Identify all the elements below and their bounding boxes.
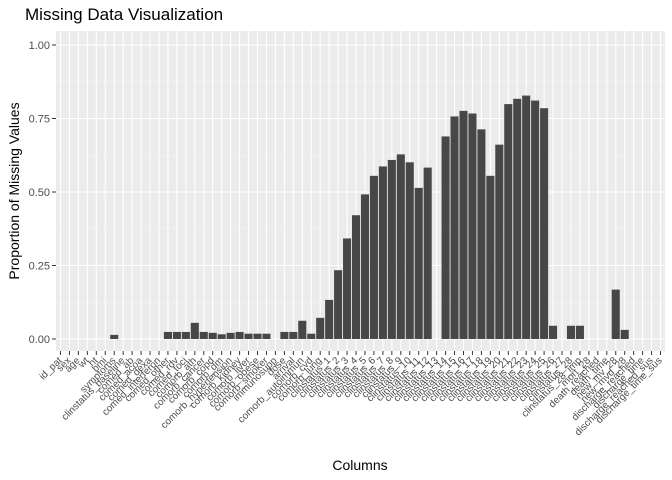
bar-clinstatus-25 <box>540 108 549 340</box>
bar-clinstatus-2 <box>334 270 343 339</box>
bar-dose <box>280 331 289 339</box>
bar-clinstatus-6 <box>369 175 378 339</box>
bar-comed-toci <box>181 331 190 339</box>
bar-clinstatus-7 <box>378 166 387 339</box>
bar-clinstatus-19 <box>486 175 495 339</box>
bar-new-mv-28 <box>611 289 620 339</box>
bar-clinstatus-22 <box>513 98 522 339</box>
bar-new-mvd-28 <box>620 329 629 339</box>
bar-comorb-hypertension <box>226 332 235 339</box>
bar-comorb-kidney <box>235 331 244 339</box>
grid-lines <box>56 31 665 351</box>
bar-clinstatus-1 <box>325 299 334 339</box>
bar-clinstatus-10 <box>405 162 414 339</box>
bar-comorb-lung <box>316 317 325 339</box>
y-tick-label: 0.00 <box>29 334 50 346</box>
y-tick-label: 0.50 <box>29 187 50 199</box>
bar-clinstatus-16 <box>459 110 468 339</box>
x-axis-title: Columns <box>332 457 387 473</box>
bar-clinstatus-24 <box>531 100 540 339</box>
bar-clinstatus-9 <box>396 154 405 339</box>
y-tick-label: 1.00 <box>29 40 50 52</box>
bar-comorb-liver <box>244 333 253 339</box>
bar-comorb-smoker <box>262 333 271 339</box>
bar-clinstatus-5 <box>360 194 370 339</box>
bar-clinstatus-4 <box>351 215 361 339</box>
bar-clinstatus-12 <box>423 167 432 339</box>
bar-comorb-autoimmun <box>298 320 307 339</box>
bar-arrival <box>289 331 298 339</box>
bar-comorb-obese <box>253 333 262 339</box>
bar-comorb-ath <box>190 322 199 339</box>
bar-clinstatus-3 <box>343 238 352 339</box>
y-tick-label: 0.25 <box>29 261 50 273</box>
bar-comorb-cancer <box>199 331 208 339</box>
bar-comorb-dm <box>217 334 226 339</box>
bars-group <box>110 95 629 340</box>
bar-symptoms <box>110 334 119 339</box>
chart-title: Missing Data Visualization <box>25 5 223 24</box>
x-axis: id_patsexagewthtbmisymptomsclinstatus_ba… <box>38 351 665 438</box>
bar-comed-rdv <box>172 331 181 339</box>
bar-comorb-cvd <box>307 333 316 339</box>
y-axis-title: Proportion of Missing Values <box>6 102 22 279</box>
bar-clinstatus-14 <box>441 136 450 339</box>
bar-clinstatus-26 <box>549 325 558 339</box>
bar-clinstatus-18 <box>477 129 486 339</box>
plot-panel <box>56 31 665 351</box>
bar-clinstatus-17 <box>468 113 477 339</box>
bar-clinstatus-11 <box>414 187 423 339</box>
bar-clinstatus-8 <box>387 159 396 339</box>
bar-comed-other <box>163 331 172 339</box>
bar-clinstatus-28 <box>566 325 575 339</box>
bar-clinstatus-20 <box>495 144 504 339</box>
bar-comorb-copd <box>208 332 217 339</box>
y-tick-label: 0.75 <box>29 114 50 126</box>
bar-clinstatus-15 <box>450 116 459 339</box>
bar-clinstatus-23 <box>522 95 531 340</box>
bar-clinstatus-28-imp <box>575 325 584 339</box>
bar-clinstatus-21 <box>504 104 513 340</box>
y-axis: 0.00 0.25 0.50 0.75 1.00 <box>29 40 56 346</box>
